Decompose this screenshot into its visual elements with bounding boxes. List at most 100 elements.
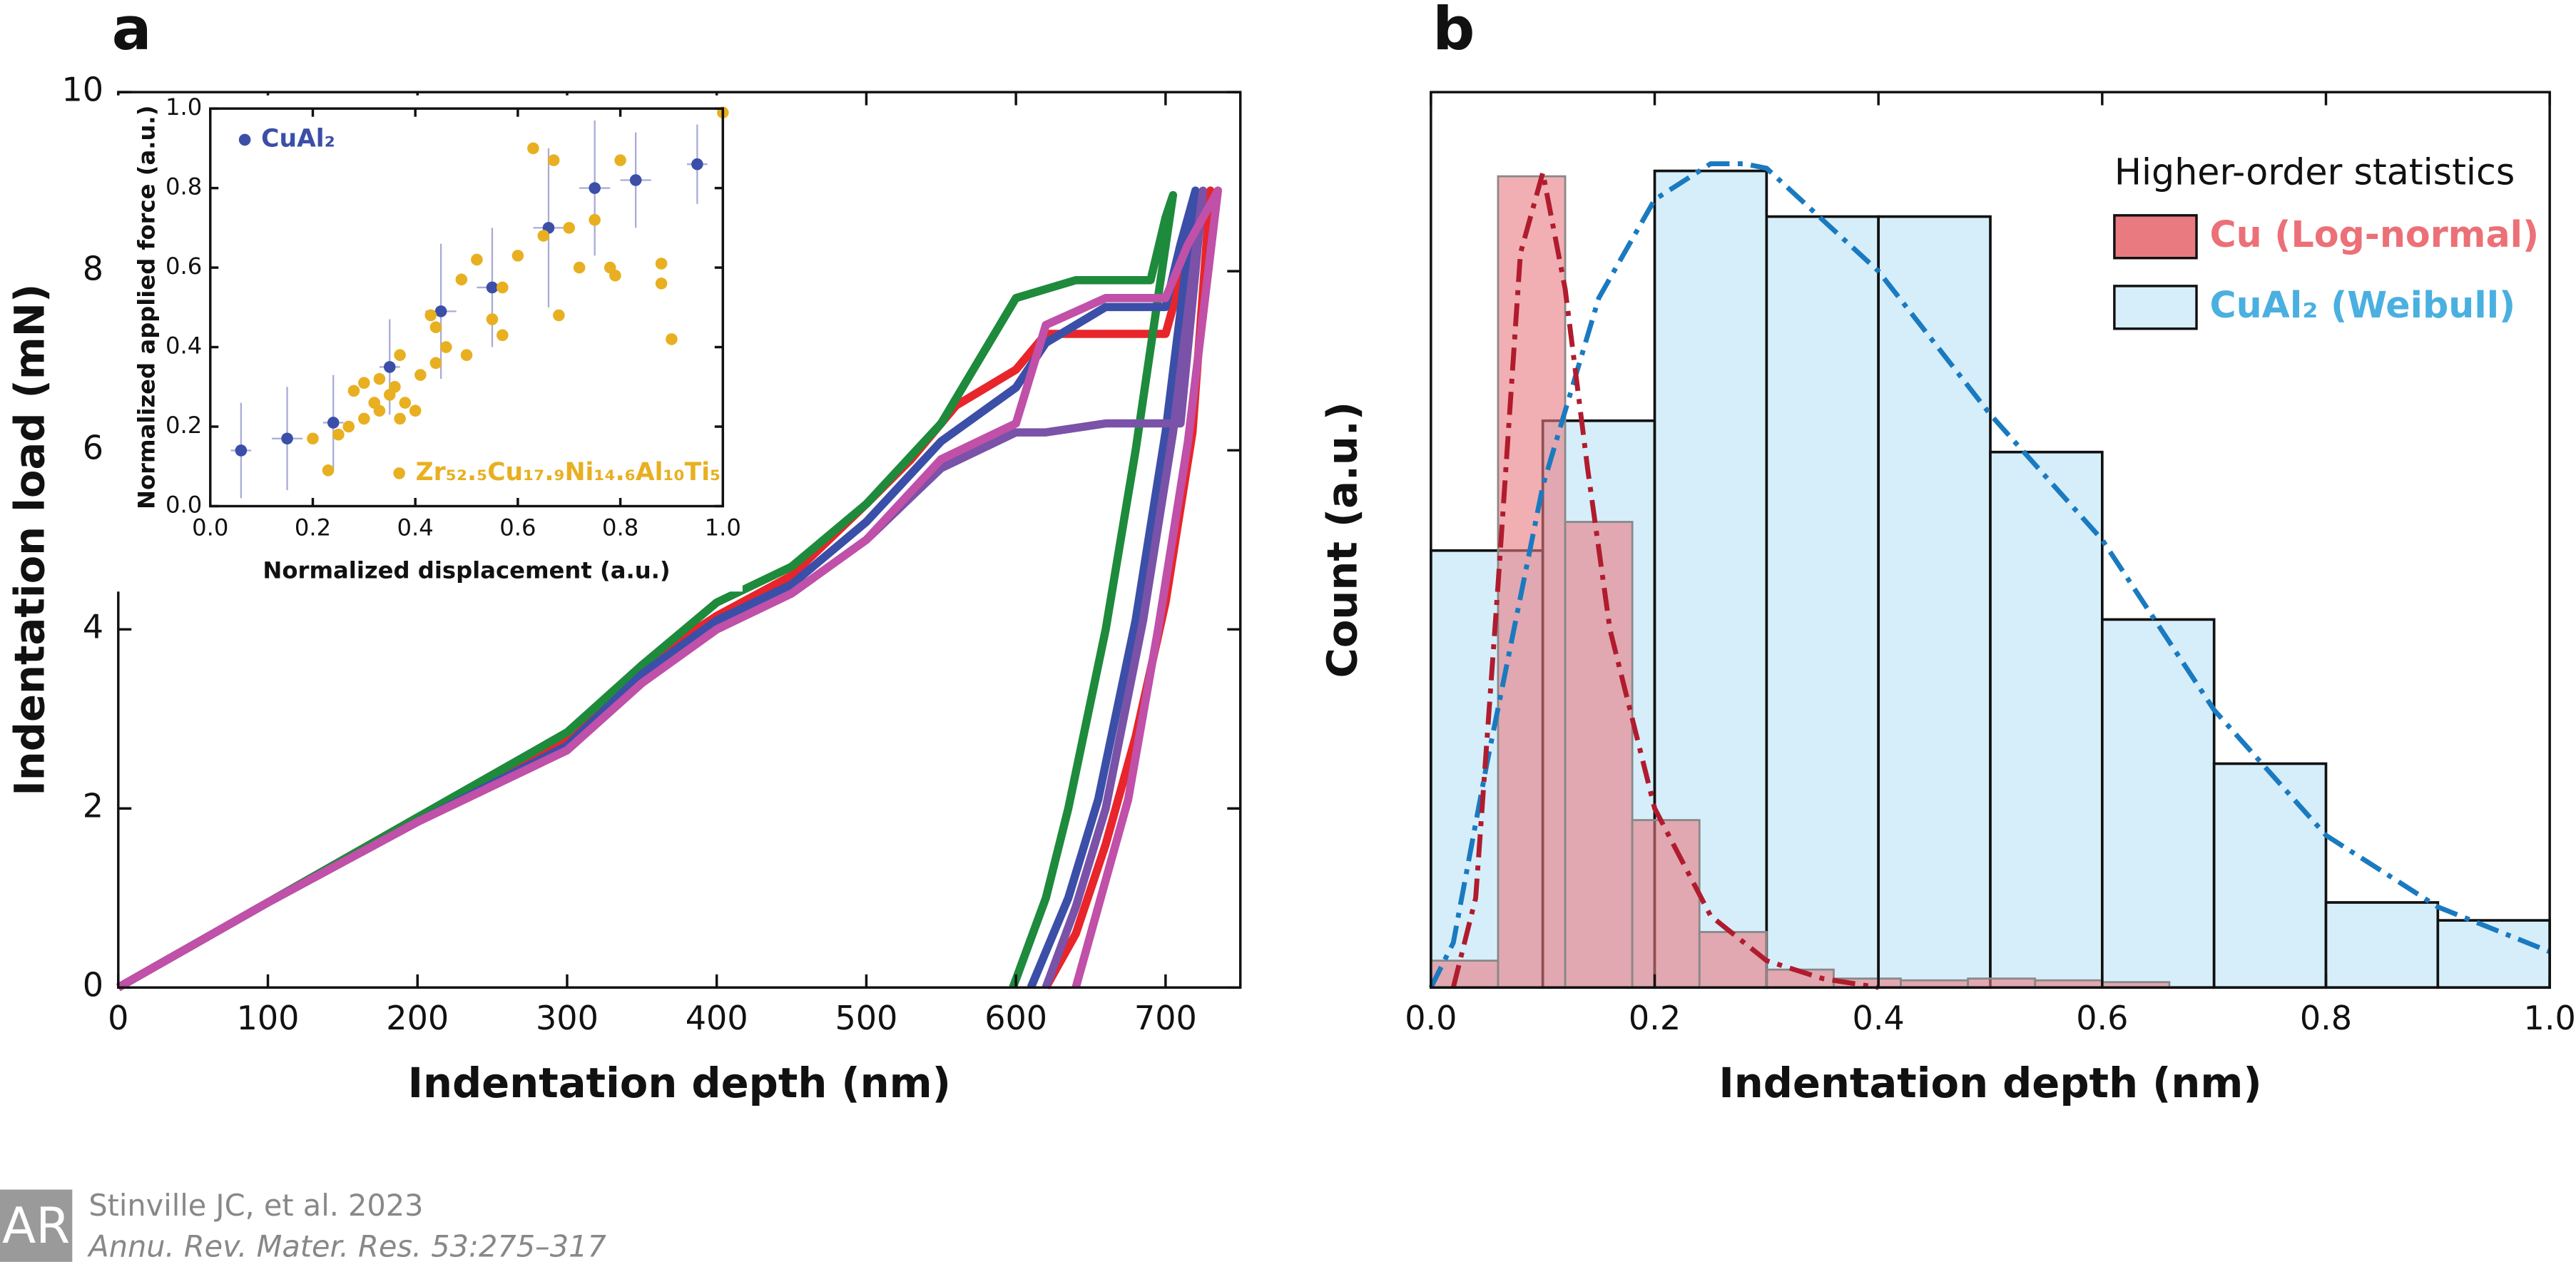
legend-title: Higher-order statistics xyxy=(2114,151,2515,193)
point xyxy=(609,269,621,282)
x-tick-label: 100 xyxy=(237,999,300,1037)
load-curve xyxy=(116,190,1178,992)
panel-label: b xyxy=(1432,0,1475,63)
point xyxy=(429,357,442,370)
x-tick-label: 500 xyxy=(835,999,897,1037)
legend-swatch xyxy=(2113,285,2198,330)
legend-swatch xyxy=(2113,214,2198,260)
y-tick-label: 0.4 xyxy=(166,332,202,360)
point xyxy=(399,397,412,409)
point xyxy=(589,213,601,226)
fit-curve xyxy=(1450,172,1879,990)
point xyxy=(497,281,509,294)
x-tick-label: 0.6 xyxy=(2076,999,2128,1037)
legend-marker xyxy=(238,133,251,146)
x-axis-label: Normalized displacement (a.u.) xyxy=(263,557,670,584)
point xyxy=(440,341,452,353)
legend-label: Cu (Log-normal) xyxy=(2209,213,2539,255)
x-tick-label: 1.0 xyxy=(2524,999,2576,1037)
y-tick-label: 1.0 xyxy=(166,93,202,121)
plot-area: CuAl₂ Zr₅₂.₅Cu₁₇.₉Ni₁₄.₆Al₁₀Ti₅ xyxy=(230,106,729,499)
y-tick-label: 6 xyxy=(83,429,103,467)
histogram-bar xyxy=(2324,901,2440,989)
y-axis-label: Count (a.u.) xyxy=(1319,402,1367,678)
logo: AR xyxy=(2,1198,70,1255)
point xyxy=(486,313,499,325)
x-tick-label: 1.0 xyxy=(705,514,741,541)
histogram-bar xyxy=(1967,977,2037,989)
point xyxy=(332,428,345,441)
y-axis-label: Normalized applied force (a.u.) xyxy=(133,106,160,509)
x-tick-label: 0.4 xyxy=(1853,999,1905,1037)
point xyxy=(235,444,248,457)
plot-area xyxy=(116,186,1223,992)
point xyxy=(471,253,483,266)
point xyxy=(666,333,678,345)
x-tick-label: 200 xyxy=(386,999,449,1037)
point xyxy=(358,412,370,425)
point xyxy=(322,464,335,477)
histogram-bar xyxy=(2212,762,2328,989)
y-tick-label: 4 xyxy=(83,608,103,646)
axes-frame xyxy=(1430,91,2551,989)
point xyxy=(629,174,642,186)
x-tick-label: 700 xyxy=(1134,999,1197,1037)
y-tick-label: 2 xyxy=(83,787,103,825)
y-tick-label: 10 xyxy=(61,71,103,109)
axes-frame xyxy=(209,107,725,508)
point xyxy=(358,377,370,390)
point xyxy=(373,404,386,417)
x-tick-label: 600 xyxy=(984,999,1047,1037)
x-tick-label: 0.2 xyxy=(295,514,331,541)
y-tick-label: 0.8 xyxy=(166,173,202,200)
y-tick-label: 0.0 xyxy=(166,491,202,518)
point xyxy=(347,385,360,397)
point xyxy=(537,230,550,242)
legend-label: Zr₅₂.₅Cu₁₇.₉Ni₁₄.₆Al₁₀Ti₅ xyxy=(416,458,721,487)
histogram-bar xyxy=(1765,215,1880,989)
x-tick-label: 0.0 xyxy=(192,514,228,541)
journal: Annu. Rev. Mater. Res. 53:275–317 xyxy=(86,1229,606,1262)
point xyxy=(573,261,586,274)
point xyxy=(497,329,509,342)
y-axis-label: Indentation load (mN) xyxy=(6,284,54,796)
point xyxy=(655,258,668,270)
point xyxy=(553,309,565,322)
point xyxy=(434,305,447,317)
histogram-bar xyxy=(1698,931,1768,989)
point xyxy=(429,321,442,333)
legend-label: CuAl₂ (Weibull) xyxy=(2209,284,2515,326)
point xyxy=(327,417,340,429)
histogram-bar xyxy=(2100,618,2216,989)
histogram-bar xyxy=(1497,175,1567,989)
point xyxy=(383,361,396,373)
x-axis-label: Indentation depth (nm) xyxy=(408,1059,951,1107)
y-tick-label: 0.2 xyxy=(166,412,202,439)
x-tick-label: 0.0 xyxy=(1405,999,1457,1037)
point xyxy=(455,273,468,286)
panel-label: a xyxy=(112,0,152,63)
x-axis-label: Indentation depth (nm) xyxy=(1719,1059,2261,1107)
point xyxy=(307,432,319,445)
point xyxy=(281,432,293,445)
histogram-bar xyxy=(1564,521,1634,989)
histogram-bar xyxy=(1877,215,1992,989)
legend-label: CuAl₂ xyxy=(261,124,335,153)
point xyxy=(424,309,437,322)
x-tick-label: 400 xyxy=(686,999,748,1037)
point xyxy=(394,412,406,425)
point xyxy=(655,278,668,290)
point xyxy=(460,349,473,361)
point xyxy=(691,158,703,171)
y-tick-label: 8 xyxy=(83,250,103,288)
point xyxy=(409,404,422,417)
point xyxy=(394,349,406,361)
histogram-bar xyxy=(1430,960,1500,989)
x-tick-label: 0.8 xyxy=(2300,999,2352,1037)
histogram-bar xyxy=(1631,819,1701,989)
fit-curve xyxy=(1428,161,2551,989)
logo-box xyxy=(0,1189,73,1262)
histogram-bar xyxy=(1989,450,2104,989)
